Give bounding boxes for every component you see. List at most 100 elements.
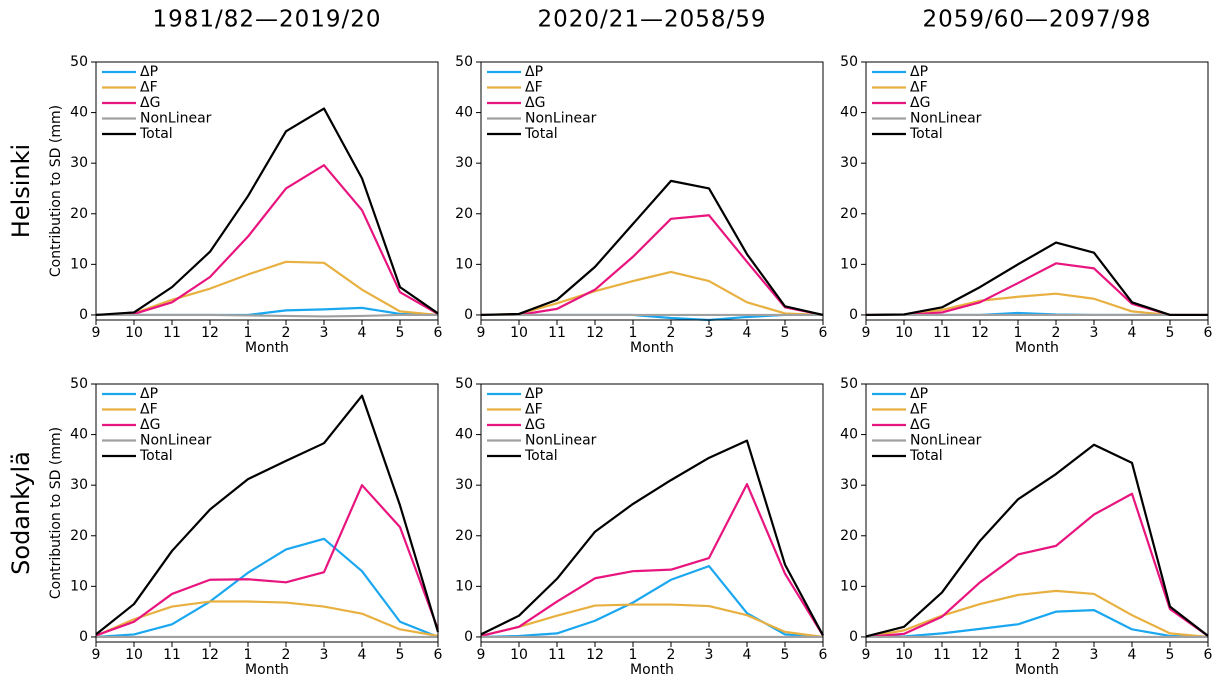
series-line [480,179,824,317]
series-line [480,483,824,637]
y-tick-label: 0 [464,629,473,645]
x-axis-label: Month [245,662,289,678]
x-tick-label: 4 [1128,325,1137,341]
x-tick-label: 11 [548,647,566,663]
x-tick-label: 6 [1204,325,1213,341]
x-tick-label: 9 [477,325,486,341]
x-tick-label: 12 [201,325,219,341]
series-line [865,241,1208,317]
series-line [480,270,824,317]
y-tick-label: 30 [70,155,88,171]
legend-label: Total [139,126,173,142]
legend-label: NonLinear [140,111,212,127]
series-line [96,313,438,318]
legend-label: Total [909,126,943,142]
x-tick-label: 4 [1128,647,1137,663]
x-tick-label: 1 [1014,647,1023,663]
plot-frame [480,383,824,643]
x-tick-label: 6 [1204,647,1213,663]
legend-label: ΔP [910,64,928,80]
y-axis-label: Contribution to SD (mm) [48,105,64,277]
x-axis-label: Month [630,662,674,678]
x-axis-label: Month [1015,340,1059,356]
series-line [866,262,1208,317]
legend-label: NonLinear [910,111,982,127]
x-tick-label: 12 [586,325,604,341]
plot-frame [95,383,439,643]
series-line [865,589,1209,639]
y-tick-label: 20 [840,528,858,544]
series-line [865,609,1209,639]
column-title: 1981/82—2019/20 [152,7,381,33]
x-tick-label: 10 [895,647,913,663]
legend-label: ΔF [525,402,543,418]
plot-frame [480,61,824,321]
x-axis-label: Month [1015,662,1059,678]
y-tick-label: 0 [79,307,88,323]
y-tick-label: 40 [840,427,858,443]
x-axis-label: Month [630,340,674,356]
x-tick-label: 4 [743,647,752,663]
x-tick-label: 2 [667,647,676,663]
y-tick-label: 40 [70,105,88,121]
x-tick-label: 6 [434,647,443,663]
x-tick-label: 10 [510,325,528,341]
y-tick-label: 50 [840,376,858,392]
series-line [865,292,1208,317]
legend-label: Total [909,448,943,464]
x-tick-label: 5 [396,325,405,341]
x-tick-label: 3 [320,647,329,663]
x-tick-label: 11 [933,647,951,663]
legend-label: Total [524,448,558,464]
y-tick-label: 30 [840,477,858,493]
x-tick-label: 6 [819,325,828,341]
x-tick-label: 3 [705,647,714,663]
x-tick-label: 4 [358,325,367,341]
legend-label: ΔP [910,386,928,402]
plot-frame [865,383,1209,643]
y-tick-label: 10 [840,256,858,272]
x-axis-label: Month [245,340,289,356]
x-tick-label: 2 [1052,647,1061,663]
x-tick-label: 4 [743,325,752,341]
x-tick-label: 11 [163,325,181,341]
y-tick-label: 50 [70,376,88,392]
y-tick-label: 10 [455,578,473,594]
x-tick-label: 11 [548,325,566,341]
y-tick-label: 10 [70,578,88,594]
x-tick-label: 2 [282,647,291,663]
x-tick-label: 5 [396,647,405,663]
y-tick-label: 0 [464,307,473,323]
y-tick-label: 10 [840,578,858,594]
series-line [95,260,439,317]
legend-label: ΔP [525,386,543,402]
x-tick-label: 12 [971,325,989,341]
legend-label: Total [524,126,558,142]
y-tick-label: 50 [455,54,473,70]
y-tick-label: 30 [840,155,858,171]
legend-label: ΔG [910,417,930,433]
x-tick-label: 6 [434,325,443,341]
x-tick-label: 3 [1090,647,1099,663]
y-tick-label: 20 [840,206,858,222]
row-label: Sodankylä [7,451,35,575]
x-tick-label: 10 [895,325,913,341]
x-tick-label: 2 [667,325,676,341]
series-line [480,439,824,636]
series-line [865,443,1209,638]
series-line [95,394,440,636]
legend-label: ΔG [910,95,930,111]
x-tick-label: 6 [819,647,828,663]
x-tick-label: 10 [125,647,143,663]
x-tick-label: 12 [201,647,219,663]
y-tick-label: 20 [70,528,88,544]
y-tick-label: 50 [70,54,88,70]
y-tick-label: 20 [455,528,473,544]
series-line [865,492,1209,639]
x-tick-label: 3 [1090,325,1099,341]
y-tick-label: 20 [70,206,88,222]
legend-label: ΔF [910,80,928,96]
x-tick-label: 11 [933,325,951,341]
legend-label: ΔG [525,95,545,111]
